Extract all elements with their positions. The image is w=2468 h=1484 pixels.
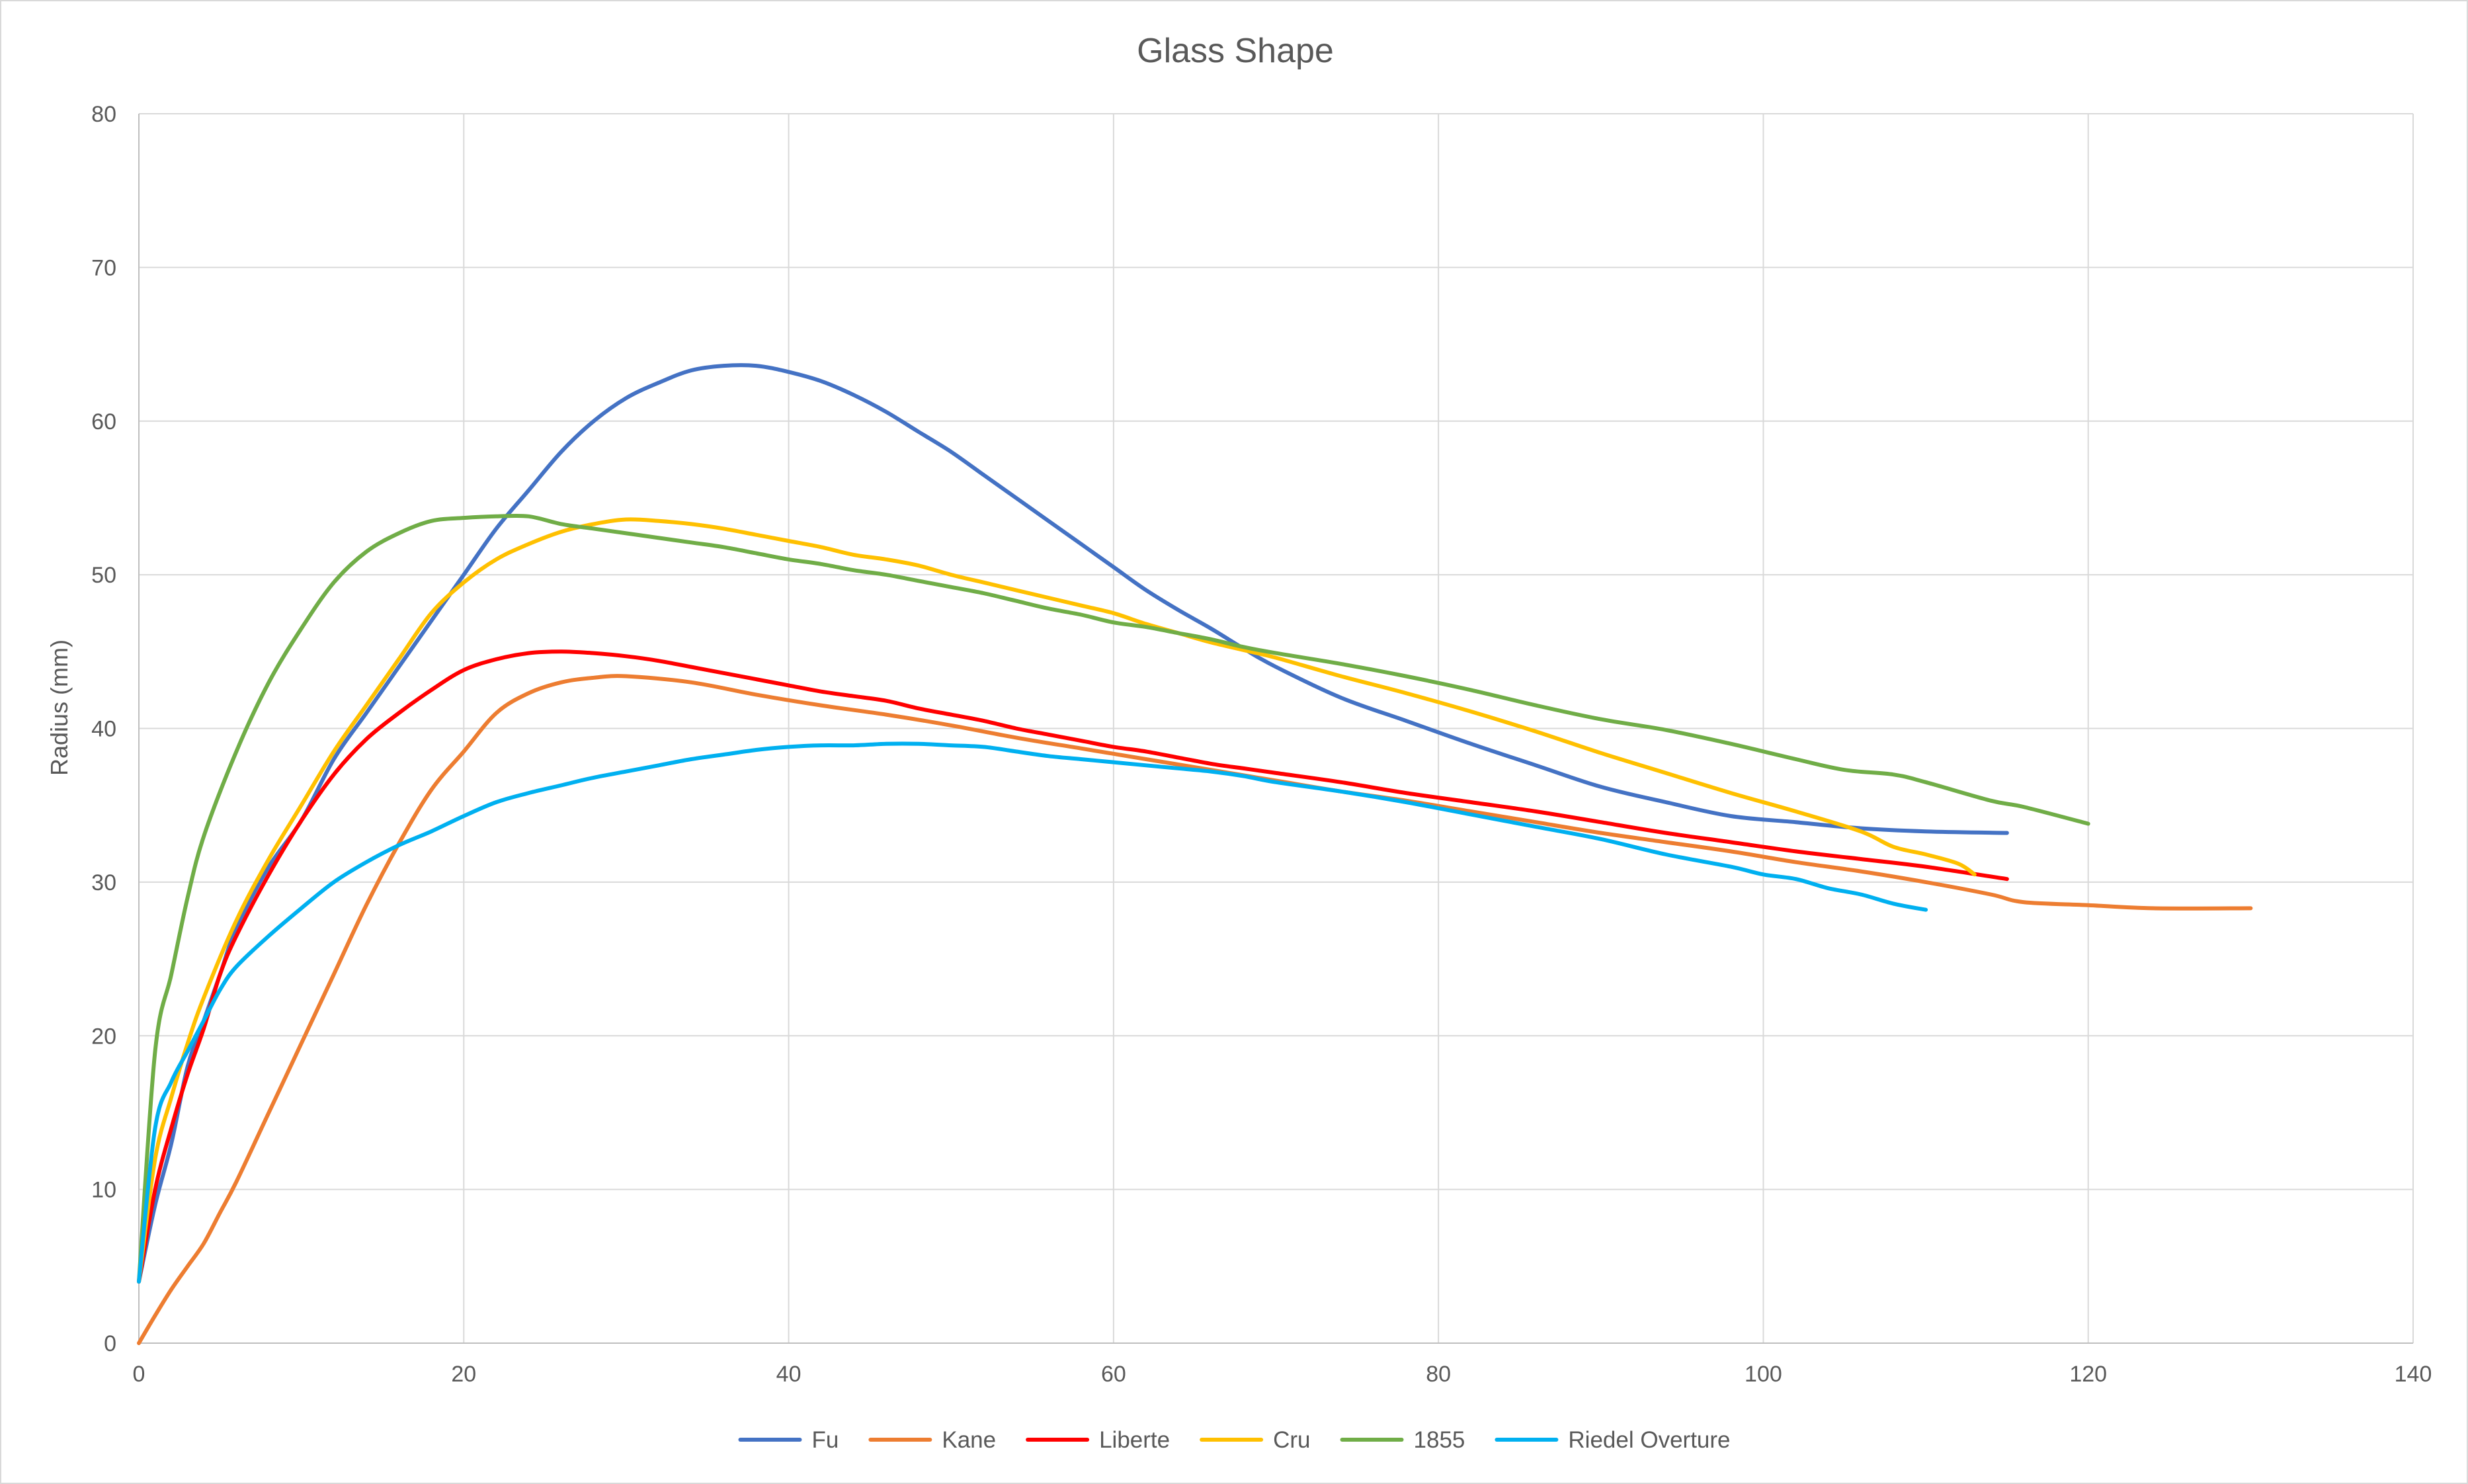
- legend-label: Riedel Overture: [1568, 1427, 1730, 1453]
- y-tick-label: 20: [91, 1024, 116, 1049]
- legend-label: Fu: [811, 1427, 839, 1453]
- x-tick-label: 120: [2069, 1362, 2107, 1387]
- axes: 0 10 20 30 40 50 60 70 80 0 20 40 60 80 100 120 140: [91, 102, 2432, 1387]
- x-tick-label: 140: [2395, 1362, 2432, 1387]
- x-tick-label: 20: [451, 1362, 476, 1387]
- y-tick-label: 10: [91, 1178, 116, 1203]
- y-tick-label: 30: [91, 870, 116, 895]
- legend-item-1855[interactable]: 1855: [1340, 1427, 1465, 1453]
- y-tick-label: 50: [91, 563, 116, 588]
- legend-item-liberte[interactable]: Liberte: [1026, 1427, 1170, 1453]
- x-tick-label: 60: [1101, 1362, 1126, 1387]
- series-lines: [137, 363, 2253, 1345]
- series-line-liberte: [137, 649, 2009, 1284]
- gridlines: [139, 113, 2414, 1343]
- y-tick-label: 60: [91, 409, 116, 434]
- series-line-kane: [137, 674, 2253, 1345]
- legend-label: Liberte: [1099, 1427, 1170, 1453]
- legend-label: Cru: [1273, 1427, 1310, 1453]
- y-tick-label: 0: [104, 1331, 116, 1356]
- legend-item-fu[interactable]: Fu: [738, 1427, 839, 1453]
- y-tick-label: 70: [91, 255, 116, 280]
- x-tick-label: 80: [1426, 1362, 1451, 1387]
- y-tick-label: 40: [91, 717, 116, 742]
- x-tick-label: 0: [133, 1362, 145, 1387]
- legend-item-cru[interactable]: Cru: [1200, 1427, 1311, 1453]
- x-tick-label: 100: [1745, 1362, 1782, 1387]
- chart-title: Glass Shape: [1137, 32, 1334, 70]
- series-line-cru: [137, 517, 1977, 1284]
- legend-item-riedel-overture[interactable]: Riedel Overture: [1495, 1427, 1731, 1453]
- series-line-fu: [137, 363, 2009, 1284]
- series-line-riedel-overture: [137, 741, 1928, 1284]
- x-tick-label: 40: [776, 1362, 802, 1387]
- legend-label: 1855: [1414, 1427, 1465, 1453]
- series-line-1855: [137, 513, 2090, 1284]
- legend-label: Kane: [942, 1427, 996, 1453]
- y-axis-title: Radius (mm): [46, 639, 73, 776]
- legend: Fu Kane Liberte Cru 1855 Riedel Overture: [738, 1427, 1731, 1453]
- legend-item-kane[interactable]: Kane: [868, 1427, 996, 1453]
- y-tick-label: 80: [91, 102, 116, 127]
